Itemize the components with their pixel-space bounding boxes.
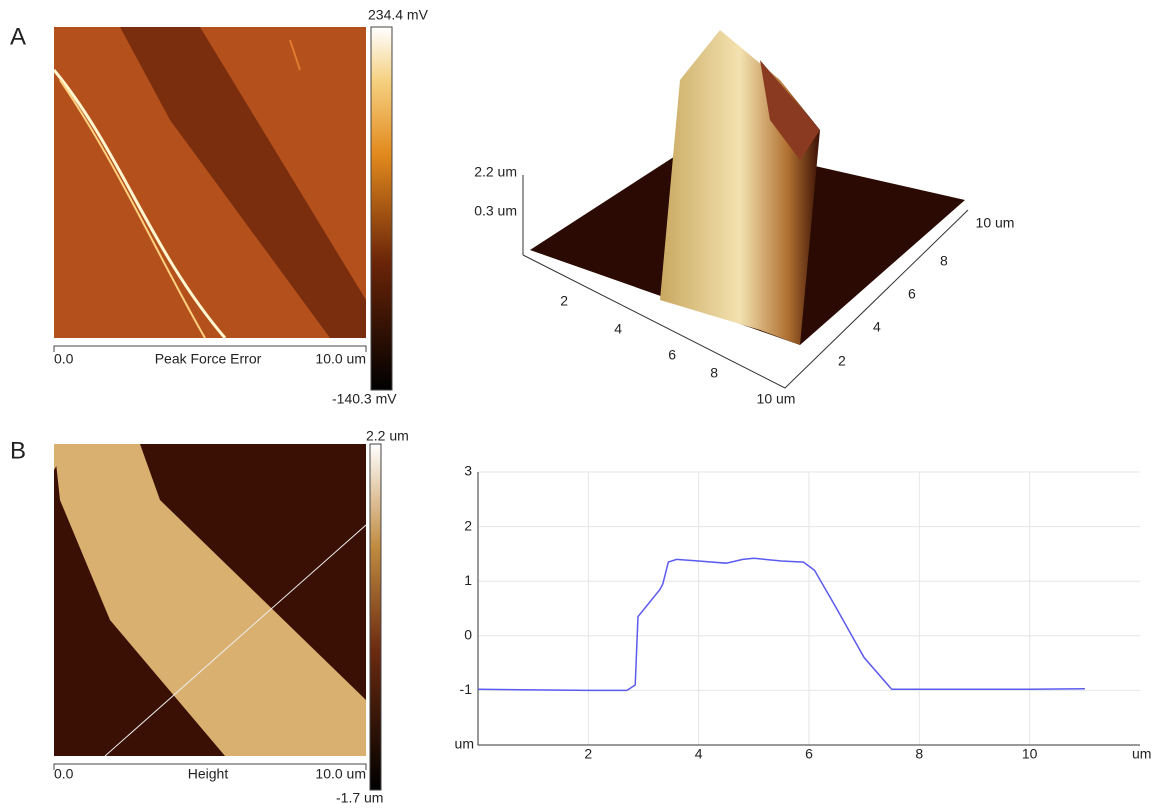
- x-tick-label: 4: [614, 321, 622, 337]
- axis-end: 10.0 um: [315, 351, 366, 367]
- axis-start: 0.0: [54, 351, 74, 367]
- y-tick-label: 3: [464, 463, 472, 479]
- x-tick-label: 8: [710, 365, 718, 381]
- y-tick-label: 8: [940, 253, 948, 269]
- y-tick-label: -1: [460, 681, 473, 697]
- panel-label: A: [10, 23, 26, 50]
- colorbar-min: -1.7 um: [336, 790, 383, 806]
- x-tick-label: 2: [560, 293, 568, 309]
- colorbar: [371, 27, 392, 390]
- colorbar: [370, 444, 381, 790]
- axis-title: Height: [188, 766, 229, 782]
- colorbar-min: -140.3 mV: [332, 391, 397, 407]
- x-tick-label: 10: [1022, 746, 1038, 762]
- z-label: 0.3 um: [474, 203, 517, 219]
- y-axis-label: um: [455, 736, 474, 752]
- y-tick-label: 4: [873, 319, 881, 335]
- figure: A B 234.4 mV -140.3 mV 0.0 Peak Force Er…: [0, 0, 1157, 806]
- afm-image: [54, 444, 366, 756]
- colorbar-max: 234.4 mV: [368, 7, 429, 23]
- panel-label: B: [10, 437, 26, 464]
- y-tick-label: 1: [464, 572, 472, 588]
- afm-image: [54, 27, 366, 338]
- axis-title: Peak Force Error: [155, 351, 262, 367]
- colorbar-max: 2.2 um: [366, 428, 409, 444]
- surface-3d: [523, 30, 968, 388]
- x-tick-label: 4: [695, 746, 703, 762]
- y-tick-label: 6: [908, 286, 916, 302]
- x-tick-label: 6: [805, 746, 813, 762]
- y-tick-label: 0: [464, 627, 472, 643]
- axis-end: 10.0 um: [315, 766, 366, 782]
- x-tick-label: 6: [668, 347, 676, 363]
- x-axis-label: um: [1132, 746, 1151, 762]
- y-tick-label: 2: [838, 353, 846, 369]
- y-tick-label: 10 um: [976, 215, 1015, 231]
- x-tick-label: 8: [915, 746, 923, 762]
- x-tick-label: 10 um: [757, 391, 796, 407]
- y-tick-label: 2: [464, 517, 472, 533]
- axis-start: 0.0: [54, 766, 74, 782]
- x-tick-label: 2: [584, 746, 592, 762]
- z-label: 2.2 um: [474, 164, 517, 180]
- profile-line: [478, 558, 1085, 690]
